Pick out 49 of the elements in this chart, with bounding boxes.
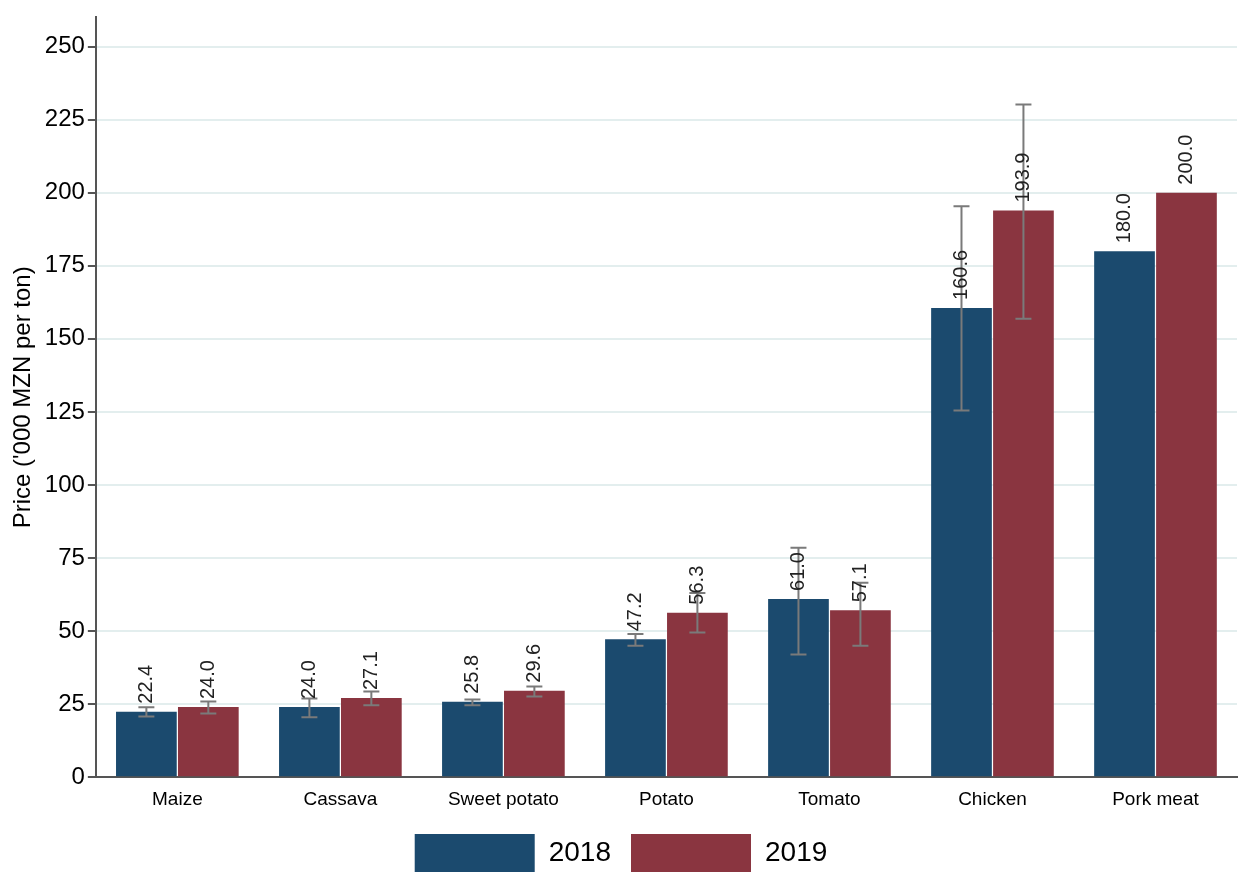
legend-label: 2018 <box>548 835 612 867</box>
data-label: 22.4 <box>133 664 156 704</box>
data-label: 180.0 <box>1112 193 1135 244</box>
y-tick-label: 125 <box>44 396 85 424</box>
bar <box>341 698 402 777</box>
bar <box>279 707 340 777</box>
data-label: 56.3 <box>684 565 707 605</box>
data-label: 27.1 <box>358 651 381 691</box>
legend-label: 2019 <box>765 835 828 867</box>
data-label: 160.6 <box>949 249 972 300</box>
data-label: 24.0 <box>296 660 319 700</box>
y-tick-label: 50 <box>58 615 85 643</box>
x-tick-label: Tomato <box>798 787 861 809</box>
x-tick-label: Chicken <box>958 787 1027 809</box>
x-tick-label: Potato <box>638 787 694 809</box>
bar <box>768 598 829 777</box>
x-tick-label: Sweet potato <box>447 787 559 809</box>
y-tick-label: 225 <box>44 104 85 132</box>
x-tick-label: Pork meat <box>1112 787 1200 809</box>
bar <box>605 639 666 777</box>
x-tick-label: Maize <box>152 787 203 809</box>
y-axis-title: Price ('000 MZN per ton) <box>8 266 36 529</box>
data-label: 61.0 <box>785 552 808 591</box>
y-tick-label: 150 <box>44 323 85 351</box>
data-label: 29.6 <box>521 643 544 683</box>
y-tick-label: 200 <box>44 177 85 205</box>
data-label: 25.8 <box>459 654 482 694</box>
y-tick-label: 75 <box>58 542 85 570</box>
bar <box>830 610 891 777</box>
y-tick-label: 0 <box>71 761 85 789</box>
data-label: 57.1 <box>847 563 870 603</box>
data-label: 47.2 <box>622 592 645 632</box>
y-tick-label: 250 <box>44 31 85 59</box>
bar <box>931 307 992 777</box>
bar <box>442 701 503 777</box>
bar <box>667 612 728 777</box>
data-label: 193.9 <box>1010 152 1033 203</box>
x-tick-label: Cassava <box>303 787 378 809</box>
bar <box>177 707 239 777</box>
bar <box>504 690 565 777</box>
bar <box>1094 251 1155 777</box>
data-label: 200.0 <box>1173 134 1196 185</box>
data-label: 24.0 <box>195 660 218 700</box>
y-tick-label: 175 <box>44 250 85 278</box>
y-tick-label: 100 <box>44 469 85 497</box>
bar <box>1156 192 1217 777</box>
bar <box>993 210 1054 777</box>
y-tick-label: 25 <box>58 688 85 716</box>
bar <box>116 711 177 777</box>
